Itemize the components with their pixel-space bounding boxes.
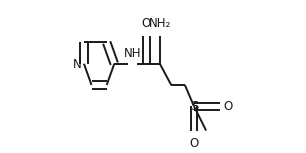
Text: O: O (189, 137, 199, 150)
Text: NH: NH (124, 47, 141, 60)
Text: O: O (142, 17, 151, 30)
Text: NH₂: NH₂ (149, 17, 171, 30)
Text: N: N (73, 58, 82, 71)
Text: S: S (190, 100, 199, 113)
Text: O: O (224, 100, 233, 113)
